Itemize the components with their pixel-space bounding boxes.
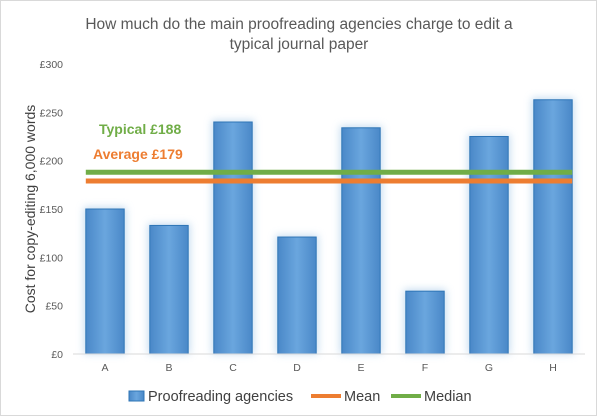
y-tick-label: £50 [45, 301, 63, 313]
x-tick-label: G [485, 362, 493, 374]
y-tick-label: £250 [40, 107, 64, 119]
legend-label-mean: Mean [344, 389, 380, 405]
bar-G [469, 136, 509, 355]
bar-B [149, 224, 189, 355]
x-tick-label: F [422, 362, 428, 374]
y-tick-label: £150 [40, 204, 64, 216]
legend-label-bars: Proofreading agencies [148, 389, 293, 405]
bar-D [277, 236, 317, 355]
annotation-typical: Typical £188 [99, 121, 181, 137]
chart-title-line-1: How much do the main proofreading agenci… [85, 16, 513, 33]
legend-swatch-bars [128, 390, 145, 402]
legend: Proofreading agencies Mean Median [128, 389, 472, 405]
annotation-average: Average £179 [93, 146, 183, 162]
bar-F [405, 290, 445, 355]
bars [85, 99, 573, 355]
x-tick-label: B [165, 362, 172, 374]
x-tick-label: C [229, 362, 237, 374]
bar-A [85, 208, 125, 355]
bar-E [341, 127, 381, 355]
reference-lines [85, 169, 573, 184]
y-tick-label: £100 [40, 252, 64, 264]
x-tick-label: A [101, 362, 108, 374]
legend-label-median: Median [424, 389, 472, 405]
x-tick-label: E [357, 362, 364, 374]
x-tick-label: H [549, 362, 557, 374]
y-tick-label: £300 [40, 59, 64, 71]
x-axis-tick-labels: A B C D E F G H [101, 362, 556, 374]
bar-C [213, 121, 253, 355]
bar-H [533, 99, 573, 355]
x-tick-label: D [293, 362, 301, 374]
y-tick-label: £200 [40, 156, 64, 168]
chart-title-line-2: typical journal paper [230, 36, 369, 53]
y-axis-title: Cost for copy-editing 6,000 words [22, 105, 38, 314]
y-axis-tick-labels: £0 £50 £100 £150 £200 £250 £300 [40, 59, 64, 361]
y-tick-label: £0 [51, 349, 63, 361]
